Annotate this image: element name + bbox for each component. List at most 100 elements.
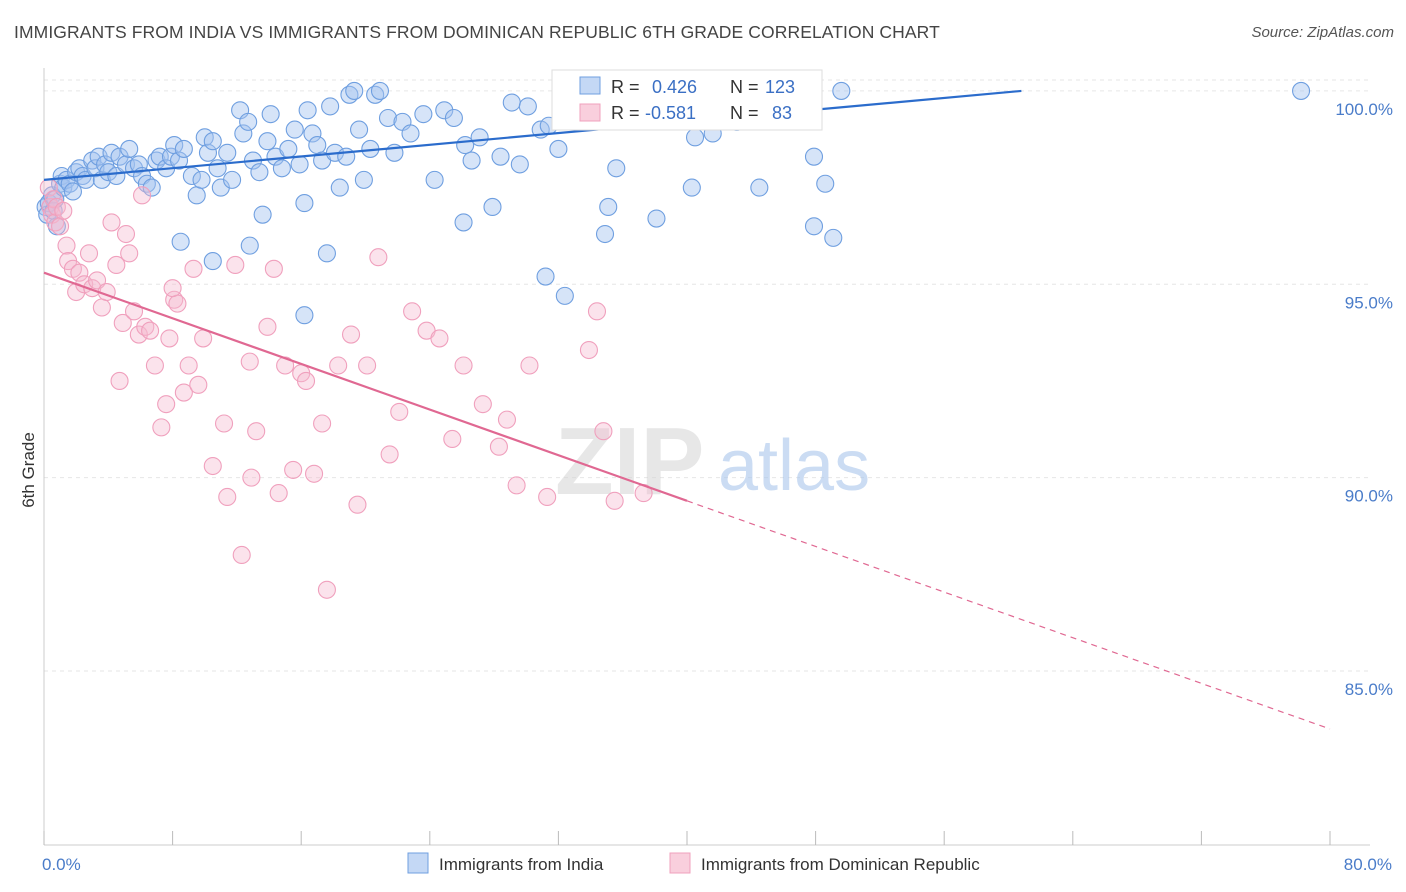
point-india-62 [290, 155, 309, 174]
point-india-117 [816, 174, 835, 193]
point-india-95 [518, 97, 537, 116]
legend: Immigrants from India Immigrants from Do… [407, 852, 980, 874]
point-dominican-20 [107, 255, 126, 275]
point-india-121 [203, 252, 222, 271]
point-india-61 [285, 120, 304, 139]
point-dominican-79 [594, 422, 613, 441]
point-dominican-72 [489, 437, 508, 456]
stats-dominican-r-value: -0.581 [645, 103, 696, 123]
point-india-93 [502, 93, 521, 112]
point-india-122 [240, 236, 259, 255]
point-india-66 [308, 136, 327, 155]
point-india-113 [750, 178, 769, 197]
point-dominican-45 [232, 545, 251, 565]
point-dominican-8 [57, 236, 76, 255]
point-dominican-66 [403, 302, 422, 321]
point-dominican-40 [194, 329, 213, 348]
point-dominican-48 [247, 422, 266, 441]
point-india-71 [330, 178, 349, 197]
point-india-85 [425, 170, 444, 189]
point-dominican-35 [168, 294, 187, 313]
point-dominican-52 [276, 356, 295, 375]
point-dominican-38 [184, 259, 203, 278]
point-india-126 [555, 286, 574, 305]
point-dominican-53 [284, 460, 303, 479]
stats-swatch-india [579, 76, 601, 95]
point-dominican-36 [174, 383, 193, 402]
point-dominican-29 [141, 321, 160, 340]
point-india-69 [321, 97, 340, 116]
point-dominican-68 [430, 329, 449, 348]
x-tick-label-min: 0.0% [42, 855, 81, 874]
legend-label-india: Immigrants from India [439, 855, 604, 874]
trend-lines [43, 89, 1331, 730]
point-india-32 [142, 178, 161, 197]
point-dominican-27 [133, 186, 152, 205]
point-india-49 [223, 170, 242, 189]
point-india-59 [272, 159, 291, 178]
grid-lines [44, 79, 1370, 672]
point-india-120 [171, 232, 190, 251]
point-india-75 [350, 120, 369, 139]
point-dominican-76 [538, 487, 557, 507]
point-dominican-21 [110, 371, 129, 391]
axes [43, 68, 1370, 846]
legend-swatch-dominican [669, 852, 691, 874]
point-india-38 [169, 151, 189, 170]
point-dominican-70 [454, 356, 473, 375]
point-india-39 [174, 139, 193, 158]
point-dominican-47 [242, 468, 261, 487]
point-dominican-42 [214, 414, 234, 433]
point-india-63 [295, 194, 314, 213]
point-dominican-74 [507, 476, 526, 495]
point-dominican-23 [116, 224, 136, 244]
point-dominican-14 [79, 244, 99, 263]
point-india-74 [345, 81, 364, 100]
point-india-130 [804, 217, 824, 236]
point-india-98 [549, 139, 568, 158]
data-points [36, 81, 1311, 599]
point-india-90 [470, 128, 489, 147]
point-dominican-33 [160, 329, 179, 348]
point-dominican-75 [520, 356, 539, 375]
point-india-118 [832, 81, 851, 100]
point-dominican-73 [497, 410, 517, 429]
point-india-52 [239, 112, 258, 131]
point-india-41 [187, 186, 206, 205]
watermark: ZIP atlas [555, 408, 870, 515]
point-india-54 [250, 163, 269, 182]
point-india-45 [203, 132, 222, 151]
point-india-128 [647, 209, 666, 228]
point-dominican-65 [390, 402, 409, 421]
point-dominican-61 [348, 495, 367, 514]
point-india-83 [401, 124, 420, 143]
point-dominican-82 [163, 279, 182, 298]
point-india-127 [595, 224, 615, 244]
point-india-123 [295, 306, 314, 325]
point-india-129 [682, 178, 701, 197]
point-india-27 [120, 139, 139, 158]
point-india-42 [192, 170, 211, 189]
point-dominican-49 [258, 317, 277, 336]
stats-india-n-label: N = [730, 77, 759, 97]
point-dominican-41 [203, 456, 222, 476]
point-dominican-16 [87, 271, 107, 290]
point-dominican-55 [296, 371, 316, 391]
point-india-124 [454, 213, 473, 232]
trend-line-india [43, 89, 1022, 181]
point-india-55 [253, 205, 272, 224]
point-india-57 [261, 105, 280, 124]
point-india-125 [536, 267, 555, 286]
point-dominican-12 [70, 263, 89, 282]
chart-title: IMMIGRANTS FROM INDIA VS IMMIGRANTS FROM… [14, 22, 940, 42]
point-india-76 [354, 170, 373, 189]
point-india-65 [303, 124, 322, 143]
point-india-48 [218, 143, 237, 162]
point-india-44 [198, 143, 218, 162]
point-india-79 [370, 81, 390, 100]
point-india-108 [685, 128, 705, 147]
x-tick-label-max: 80.0% [1344, 855, 1392, 874]
point-dominican-37 [179, 356, 198, 375]
point-dominican-71 [473, 395, 492, 414]
point-dominican-60 [341, 325, 361, 344]
